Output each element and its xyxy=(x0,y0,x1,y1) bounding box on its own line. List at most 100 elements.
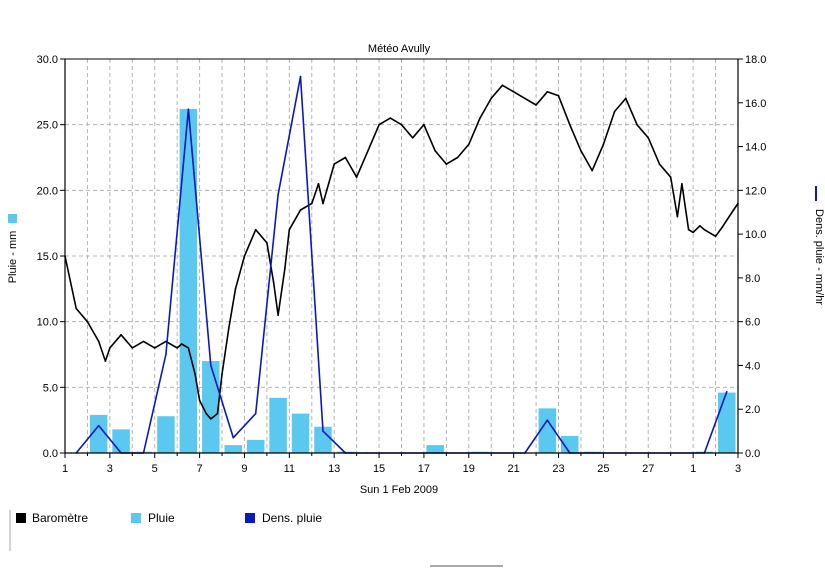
y-right-tick-label: 18.0 xyxy=(745,54,766,66)
barometre-point xyxy=(658,163,661,165)
legend-swatch-pluie xyxy=(131,513,141,523)
pluie-bar xyxy=(718,392,736,453)
x-tick-label: 13 xyxy=(328,463,340,475)
barometre-point xyxy=(721,226,724,228)
y-left-tick-label: 10.0 xyxy=(37,317,58,329)
barometre-point xyxy=(142,340,145,343)
barometre-point xyxy=(234,288,237,290)
legend-item-barometre: Baromètre xyxy=(16,511,88,525)
barometre-point xyxy=(703,228,706,231)
dens-pluie-point xyxy=(277,193,279,196)
barometre-point xyxy=(524,97,526,100)
barometre-point xyxy=(692,231,694,234)
barometre-point xyxy=(317,182,320,185)
barometre-point xyxy=(714,235,717,238)
dens-pluie-point xyxy=(210,364,212,367)
x-axis-title: Sun 1 Feb 2009 xyxy=(360,484,438,496)
barometre-point xyxy=(636,123,638,126)
barometre-point xyxy=(355,176,358,178)
barometre-point xyxy=(104,360,107,362)
x-tick-label: 11 xyxy=(284,463,295,475)
barometre-point xyxy=(468,143,470,146)
barometre-line xyxy=(64,84,739,420)
barometre-point xyxy=(389,117,392,119)
dens-pluie-point xyxy=(725,390,728,393)
barometre-point xyxy=(194,373,196,376)
barometre-point xyxy=(687,228,690,231)
y-right-tick-label: 0.0 xyxy=(745,448,760,460)
barometre-point xyxy=(210,418,212,420)
barometre-point xyxy=(676,215,679,218)
barometre-point xyxy=(344,156,347,159)
grid xyxy=(65,58,738,453)
barometre-point xyxy=(299,209,302,211)
x-tick-label: 21 xyxy=(508,463,520,475)
barometre-point xyxy=(272,281,275,284)
barometre-point xyxy=(243,255,246,257)
x-tick-label: 19 xyxy=(463,463,475,475)
y-right-tick-label: 6.0 xyxy=(745,317,760,329)
barometre-point xyxy=(284,268,286,270)
pluie-bar xyxy=(426,445,444,453)
barometre-point xyxy=(423,123,425,126)
barometre-point xyxy=(75,307,78,310)
barometre-point xyxy=(512,91,515,93)
barometre-point xyxy=(699,224,701,227)
dens-pluie-point xyxy=(97,424,100,427)
y-axis-right-title: Dens. pluie - mm/hr xyxy=(813,209,825,305)
y-right-tick-label: 14.0 xyxy=(745,142,766,154)
pluie-bar xyxy=(561,435,579,453)
barometre-point xyxy=(434,150,436,152)
barometre-point xyxy=(288,228,291,231)
barometre-point xyxy=(445,163,448,165)
tick-labels: 0.0 5.0 10.0 15.0 20.0 25.0 30.0 0.0 2.0 4.0 6.0 8.… xyxy=(37,54,767,475)
barometre-point xyxy=(591,169,593,172)
y-right-tick-label: 10.0 xyxy=(745,229,766,241)
barometre-point xyxy=(198,399,201,402)
barometre-point xyxy=(221,373,223,376)
y-left-tick-label: 5.0 xyxy=(43,382,58,394)
legend-label-barometre: Baromètre xyxy=(32,511,88,525)
barometre-point xyxy=(647,137,650,139)
legend-swatch-barometre xyxy=(16,513,26,523)
barometre-point xyxy=(669,176,672,178)
y-left-tick-label: 25.0 xyxy=(37,120,58,132)
barometre-point xyxy=(546,91,549,93)
barometre-point xyxy=(322,202,324,205)
barometre-point xyxy=(216,412,219,415)
pluie-bar xyxy=(157,416,175,453)
barometre-point xyxy=(557,94,560,97)
barometre-point xyxy=(490,97,493,100)
legend-swatch-dens-pluie xyxy=(245,513,255,523)
dens-pluie-point xyxy=(322,430,324,432)
barometre-point xyxy=(479,117,481,119)
barometre-point xyxy=(732,209,735,211)
pluie-bar xyxy=(112,429,130,453)
barometre-point xyxy=(86,320,89,323)
pluie-bar xyxy=(89,414,108,453)
x-tick-label: 23 xyxy=(552,463,564,475)
y-right-tick-label: 8.0 xyxy=(745,273,760,285)
y-right-tick-label: 12.0 xyxy=(745,185,766,197)
dens-pluie-point xyxy=(546,419,549,421)
pluie-bar xyxy=(269,397,287,453)
y-left-tick-label: 15.0 xyxy=(37,251,58,263)
barometre-point xyxy=(681,182,683,185)
barometre-point xyxy=(109,347,111,349)
y-axis-left-title: Pluie - mm xyxy=(7,231,19,284)
barometre-point xyxy=(180,343,183,345)
barometre-point xyxy=(266,242,268,244)
y-axis-right-title-group: Dens. pluie - mm/hr xyxy=(813,186,825,305)
pluie-bar xyxy=(179,108,198,453)
barometre-point xyxy=(205,412,208,415)
barometre-point xyxy=(97,340,100,343)
pluie-bar xyxy=(291,413,310,453)
pluie-bar xyxy=(538,408,557,453)
legend-label-pluie: Pluie xyxy=(148,511,175,525)
barometre-point xyxy=(613,110,616,113)
barometre-point xyxy=(333,163,336,165)
x-tick-label: 1 xyxy=(690,463,696,475)
barometre-point xyxy=(400,123,403,126)
barometre-point xyxy=(580,150,582,152)
y-left-tick-label: 20.0 xyxy=(37,185,58,197)
